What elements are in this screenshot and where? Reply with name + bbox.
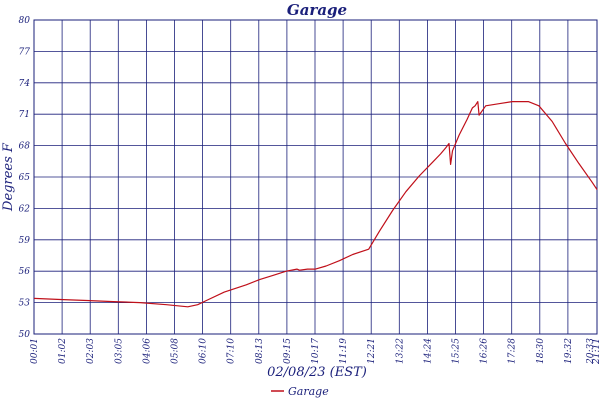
x-tick-label: 20:33	[586, 338, 596, 365]
y-tick-label: 53	[19, 299, 31, 309]
x-tick-label: 15:25	[452, 338, 462, 364]
y-axis-label: Degrees F	[1, 142, 16, 212]
x-tick-label: 16:26	[480, 338, 490, 364]
x-tick-label: 13:22	[395, 338, 405, 364]
x-tick-label: 04:06	[142, 338, 152, 364]
x-tick-label: 19:32	[564, 338, 574, 364]
x-tick-label: 07:10	[227, 338, 237, 364]
x-tick-label: 17:28	[508, 338, 518, 364]
series-layer	[33, 100, 598, 308]
x-tick-label: 12:21	[367, 338, 377, 364]
y-tick-label: 56	[19, 267, 31, 277]
x-tick-label: 14:24	[423, 338, 433, 364]
grid-lines	[34, 20, 597, 334]
x-axis-label: 02/08/23 (EST)	[267, 365, 367, 380]
y-tick-label: 77	[19, 47, 31, 57]
y-tick-label: 50	[19, 330, 31, 340]
x-tick-label: 09:15	[283, 338, 293, 364]
x-tick-label: 06:10	[199, 338, 209, 364]
x-tick-label: 03:05	[114, 338, 124, 364]
x-tick-label: 10:17	[311, 338, 321, 364]
y-tick-label: 80	[19, 16, 31, 26]
y-tick-label: 71	[19, 110, 30, 120]
x-tick-labels: 00:01 01:02 02:03 03:05 04:06 05:08 06:10 07:10…	[30, 338, 600, 365]
y-tick-label: 65	[19, 173, 31, 183]
x-tick-label: 11:19	[339, 338, 349, 364]
chart-title: Garage	[287, 1, 347, 19]
y-tick-label: 68	[19, 142, 31, 152]
y-tick-label: 62	[19, 204, 31, 214]
legend: Garage	[271, 385, 329, 398]
x-tick-label: 18:30	[536, 338, 546, 364]
y-tick-label: 74	[19, 79, 31, 89]
y-tick-label: 59	[19, 236, 31, 246]
x-tick-label: 01:02	[58, 338, 68, 364]
series-line-garage	[33, 100, 598, 308]
y-tick-labels: 50 53 56 59 62 65 68 71 74 77 80	[19, 16, 31, 340]
x-tick-label: 08:13	[255, 338, 265, 364]
x-tick-label: 02:03	[86, 338, 96, 364]
x-tick-label: 21:11	[592, 338, 600, 365]
x-tick-label: 00:01	[30, 338, 40, 364]
x-tick-label: 05:08	[171, 338, 181, 364]
legend-label-garage: Garage	[288, 385, 329, 398]
plot-area-border	[33, 19, 598, 335]
